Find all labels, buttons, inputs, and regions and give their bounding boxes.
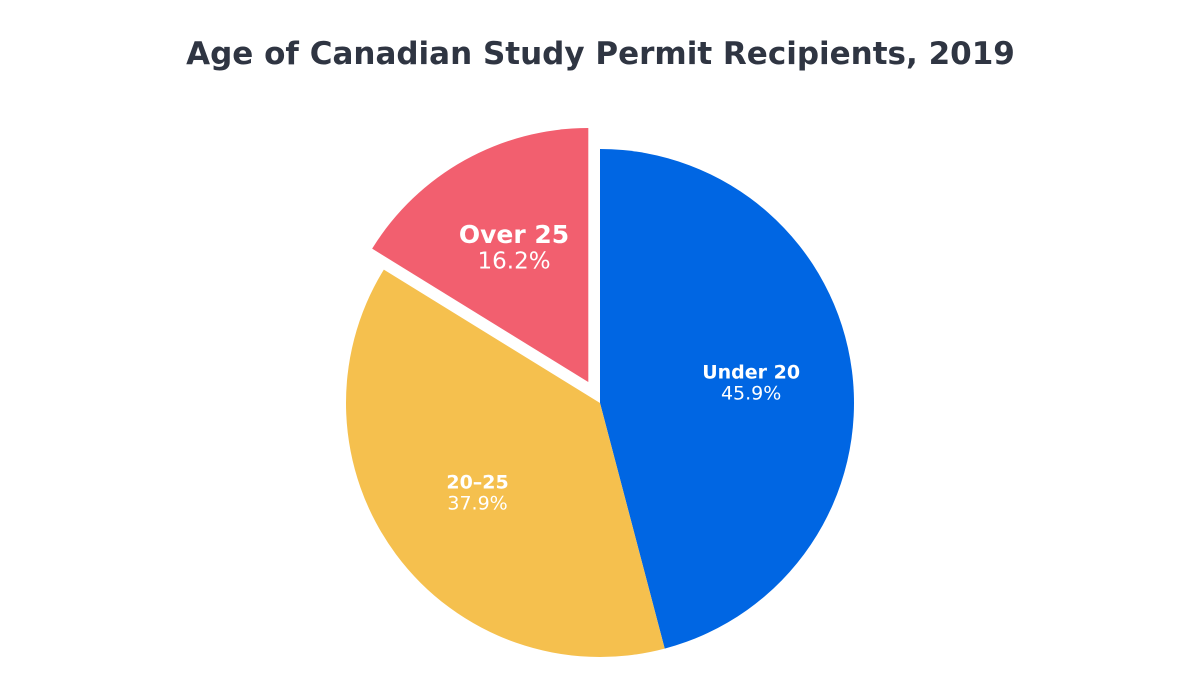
slice-value-under-20: 45.9% — [721, 382, 781, 404]
slice-value-over-25: 16.2% — [478, 248, 551, 274]
slice-label-over-25: Over 25 — [459, 220, 569, 249]
pie-slice-20-25 — [345, 269, 665, 658]
pie-slice-over-25 — [372, 128, 589, 383]
pie-slice-under-20 — [600, 149, 855, 649]
slice-label-under-20: Under 20 — [702, 361, 800, 383]
slice-label-20-25: 20–25 — [446, 472, 508, 494]
chart-title: Age of Canadian Study Permit Recipients,… — [186, 36, 1015, 72]
slice-value-20-25: 37.9% — [447, 493, 507, 515]
